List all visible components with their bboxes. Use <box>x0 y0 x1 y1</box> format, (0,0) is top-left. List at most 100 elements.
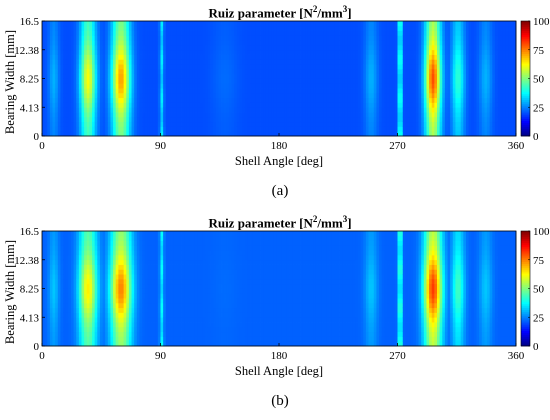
heatmap-cell <box>300 40 304 46</box>
heatmap-cell <box>279 44 283 51</box>
heatmap-cell <box>102 59 106 65</box>
heatmap-cell <box>452 30 456 36</box>
colorbar-step <box>521 28 530 31</box>
heatmap-cell <box>389 126 393 132</box>
heatmap-cell <box>221 97 225 103</box>
heatmap-cell <box>329 21 333 27</box>
heatmap-cell <box>339 126 343 132</box>
heatmap-cell <box>102 235 106 241</box>
heatmap-cell <box>492 59 496 65</box>
heatmap-cell <box>321 25 325 31</box>
heatmap-cell <box>128 73 132 79</box>
heatmap-cell <box>386 116 390 123</box>
heatmap-cell <box>260 25 264 31</box>
heatmap-cell <box>202 102 206 108</box>
heatmap-cell <box>86 331 90 337</box>
heatmap-cell <box>489 44 493 51</box>
heatmap-cell <box>163 112 167 118</box>
heatmap-cell <box>247 68 251 75</box>
heatmap-cell <box>86 326 90 333</box>
heatmap-cell <box>408 30 412 36</box>
heatmap-cell <box>371 92 375 99</box>
heatmap-cell <box>136 21 140 27</box>
heatmap-cell <box>63 21 67 27</box>
heatmap-cell <box>113 25 117 31</box>
heatmap-cell <box>426 25 430 31</box>
heatmap-cell <box>215 112 219 118</box>
heatmap-cell <box>423 44 427 51</box>
heatmap-cell <box>63 331 67 337</box>
heatmap-cell <box>292 21 296 27</box>
heatmap-cell <box>502 35 506 41</box>
heatmap-cell <box>86 283 90 289</box>
heatmap-cell <box>302 107 306 113</box>
heatmap-cell <box>347 73 351 79</box>
heatmap-cell <box>300 78 304 84</box>
heatmap-cell <box>347 102 351 108</box>
colorbar-step <box>521 55 530 58</box>
heatmap-cell <box>437 64 441 70</box>
heatmap-cell <box>442 21 446 27</box>
heatmap-cell <box>260 83 264 89</box>
heatmap-cell <box>452 107 456 113</box>
heatmap-cell <box>458 78 462 84</box>
heatmap-cell <box>400 88 404 94</box>
heatmap-cell <box>89 288 93 294</box>
heatmap-cell <box>360 83 364 89</box>
heatmap-cell <box>73 131 77 137</box>
heatmap-cell <box>89 78 93 84</box>
heatmap-cell <box>70 59 74 65</box>
heatmap-cell <box>205 97 209 103</box>
heatmap-cell <box>173 68 177 75</box>
heatmap-cell <box>455 78 459 84</box>
heatmap-cell <box>99 322 103 328</box>
heatmap-cell <box>434 102 438 108</box>
heatmap-cell <box>463 92 467 99</box>
heatmap-cell <box>165 92 169 99</box>
heatmap-cell <box>450 59 454 65</box>
heatmap-cell <box>189 97 193 103</box>
heatmap-cell <box>99 288 103 294</box>
heatmap-cell <box>189 92 193 99</box>
heatmap-cell <box>121 40 125 46</box>
heatmap-cell <box>468 44 472 51</box>
heatmap-cell <box>452 73 456 79</box>
heatmap-cell <box>160 49 164 55</box>
heatmap-cell <box>215 92 219 99</box>
heatmap-cell <box>63 302 67 309</box>
heatmap-cell <box>97 298 101 304</box>
heatmap-cell <box>418 49 422 55</box>
heatmap-cell <box>92 264 96 270</box>
heatmap-cell <box>218 21 222 27</box>
heatmap-cell <box>292 102 296 108</box>
heatmap-cell <box>297 35 301 41</box>
heatmap-cell <box>163 73 167 79</box>
heatmap-cell <box>360 40 364 46</box>
heatmap-cell <box>163 30 167 36</box>
heatmap-cell <box>52 322 56 328</box>
heatmap-cell <box>508 30 512 36</box>
heatmap-cell <box>300 68 304 75</box>
heatmap-cell <box>439 107 443 113</box>
heatmap-cell <box>231 68 235 75</box>
heatmap-cell <box>255 92 259 99</box>
heatmap-cell <box>273 88 277 94</box>
heatmap-cell <box>73 107 77 113</box>
heatmap-cell <box>429 131 433 137</box>
colorbar-step <box>521 21 530 24</box>
heatmap-cell <box>400 25 404 31</box>
heatmap-cell <box>365 21 369 27</box>
heatmap-cell <box>421 78 425 84</box>
heatmap-cell <box>479 68 483 75</box>
heatmap-cell <box>497 88 501 94</box>
heatmap-cell <box>360 35 364 41</box>
heatmap-cell <box>489 131 493 137</box>
heatmap-cell <box>458 54 462 60</box>
heatmap-cell <box>42 68 46 75</box>
heatmap-cell <box>302 83 306 89</box>
heatmap-cell <box>168 25 172 31</box>
heatmap-cell <box>242 126 246 132</box>
heatmap-cell <box>126 68 130 75</box>
heatmap-cell <box>273 68 277 75</box>
heatmap-cell <box>321 121 325 127</box>
